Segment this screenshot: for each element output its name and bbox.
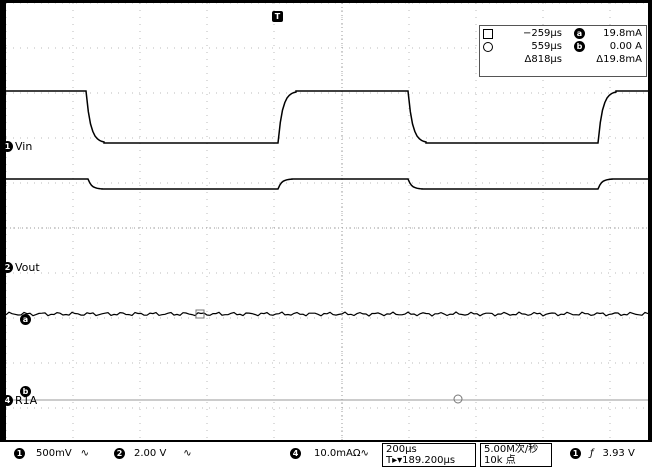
trigger-source-badge: 1 xyxy=(570,448,581,459)
cursor2-time: 559µs xyxy=(531,41,562,52)
delta-time: Δ818µs xyxy=(524,54,563,65)
ch2-name: Vout xyxy=(15,261,40,274)
cursor-b-badge: b xyxy=(574,41,585,52)
sample-rate: 5.00M次/秒 xyxy=(484,444,539,455)
current-waveform xyxy=(6,311,648,317)
waveform-screen[interactable]: 1 Vin 2 Vout a b 4 R1A T −259µs 559µs Δ8… xyxy=(0,0,652,440)
ref4-name: R1A xyxy=(15,394,38,407)
ch2-scale: 2.00 V xyxy=(134,448,167,459)
acquisition-readout[interactable]: 5.00M次/秒 10k 点 xyxy=(480,443,552,467)
ch2-scale-readout[interactable]: 2 2.00 V ∿ xyxy=(114,448,192,459)
timebase: 200µs xyxy=(386,444,417,455)
ch1-status-badge: 1 xyxy=(14,448,25,459)
ref4-badge: 4 xyxy=(2,395,13,406)
math-a-label[interactable]: a xyxy=(20,314,31,325)
cursor-a-badge-wrap: a xyxy=(574,27,585,40)
ch1-name: Vin xyxy=(15,140,33,153)
cursor-a-badge: a xyxy=(574,28,585,39)
ch1-bandwidth-icon: ∿ xyxy=(80,448,90,459)
ch4-scale: 10.0mAΩ∿ xyxy=(314,448,369,459)
cursor2-circle-icon xyxy=(483,42,493,52)
ref4-label[interactable]: 4 R1A xyxy=(2,394,37,407)
ch2-status-badge: 2 xyxy=(114,448,125,459)
ch2-label[interactable]: 2 Vout xyxy=(2,261,40,274)
graticule-grid xyxy=(6,3,648,440)
vin-waveform xyxy=(6,90,648,144)
ch1-badge: 1 xyxy=(2,141,13,152)
delta-value: Δ19.8mA xyxy=(596,54,642,65)
trigger-level: 3.93 V xyxy=(602,448,635,459)
cursor-a-marker xyxy=(195,309,205,319)
ch1-label[interactable]: 1 Vin xyxy=(2,140,32,153)
trigger-slope-icon: ƒ xyxy=(590,448,594,459)
vout-waveform xyxy=(6,178,648,190)
ch4-status-badge: 4 xyxy=(290,448,301,459)
ch2-bandwidth-icon: ∿ xyxy=(183,448,192,459)
math-a-badge: a xyxy=(20,314,31,325)
status-bar: 1 500mV ∿ 2 2.00 V ∿ 4 10.0mAΩ∿ 200µs T▸… xyxy=(0,440,652,468)
waveform-plot xyxy=(6,3,648,440)
ch1-scale: 500mV xyxy=(36,448,72,459)
ch1-scale-readout[interactable]: 1 500mV ∿ xyxy=(14,448,89,459)
cursor-readout: −259µs 559µs Δ818µs a b 19.8mA 0.00 A Δ1… xyxy=(479,25,647,77)
math-b-label[interactable]: b xyxy=(20,386,31,397)
ch2-badge: 2 xyxy=(2,262,13,273)
cursor-b-badge-wrap: b xyxy=(574,40,585,53)
record-length: 10k 点 xyxy=(484,455,516,466)
trigger-position-marker[interactable]: T xyxy=(272,11,283,22)
cursor-b-marker xyxy=(453,394,463,404)
cursor1-time: −259µs xyxy=(522,28,562,39)
timebase-readout[interactable]: 200µs T▸▾189.200µs xyxy=(382,443,476,467)
trigger-position: T▸▾189.200µs xyxy=(386,455,456,466)
cursor1-square-icon xyxy=(483,29,493,39)
ch4-scale-readout[interactable]: 4 10.0mAΩ∿ xyxy=(290,448,369,459)
trigger-readout[interactable]: 1 ƒ 3.93 V xyxy=(570,448,635,459)
math-b-badge: b xyxy=(20,386,31,397)
cursor2-value: 0.00 A xyxy=(609,41,642,52)
trigger-marker-icon: T xyxy=(272,11,283,22)
cursor1-value: 19.8mA xyxy=(603,28,642,39)
